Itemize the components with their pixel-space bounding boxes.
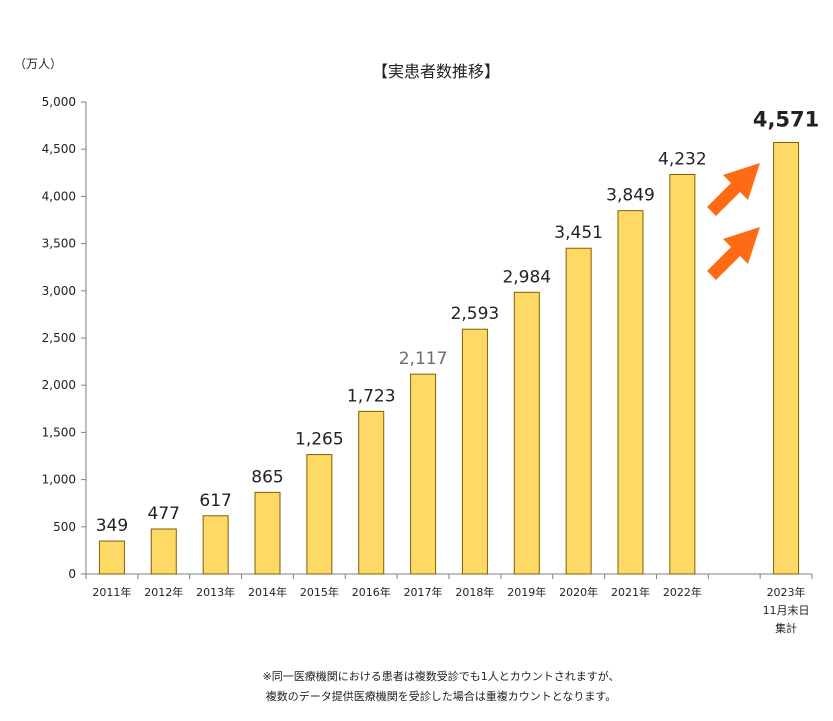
bar (773, 141, 800, 575)
data-label: 3,849 (606, 186, 655, 206)
x-tick-label: 2020年 (559, 585, 598, 599)
bar (202, 515, 229, 575)
bar (254, 491, 281, 575)
bar (461, 328, 488, 575)
y-tick-label: 2,000 (42, 378, 76, 392)
y-tick-label: 5,000 (42, 95, 76, 109)
x-tick-label: 集計 (775, 621, 797, 635)
y-tick-label: 1,500 (42, 425, 76, 439)
arrow-up-right-icon (707, 163, 760, 216)
bar (410, 373, 437, 575)
y-tick-label: 4,500 (42, 142, 76, 156)
x-tick-label: 2013年 (196, 585, 235, 599)
data-label: 349 (96, 516, 128, 536)
bar (98, 540, 125, 575)
data-label: 617 (199, 491, 231, 511)
x-tick-label: 2011年 (92, 585, 131, 599)
bar (513, 291, 540, 575)
x-tick-label: 2014年 (248, 585, 287, 599)
y-tick-label: 1,000 (42, 473, 76, 487)
x-tick-label: 2016年 (352, 585, 391, 599)
y-tick-label: 3,500 (42, 237, 76, 251)
y-tick-label: 2,500 (42, 331, 76, 345)
y-tick-label: 500 (53, 520, 76, 534)
x-tick-label: 2019年 (507, 585, 546, 599)
y-tick-label: 4,000 (42, 189, 76, 203)
footnote-line-2: 複数のデータ提供医療機関を受診した場合は重複カウントとなります。 (266, 689, 617, 703)
data-label: 477 (148, 504, 180, 524)
data-label: 1,265 (295, 430, 344, 450)
data-label: 2,117 (399, 349, 448, 369)
bar (669, 173, 696, 575)
data-label: 4,571 (753, 107, 819, 131)
bar (358, 410, 385, 575)
x-tick-label: 11月末日 (763, 603, 810, 617)
data-label: 1,723 (347, 386, 396, 406)
y-tick-label: 3,000 (42, 284, 76, 298)
y-unit-label: （万人） (14, 57, 62, 71)
growth-arrows (707, 163, 760, 280)
data-label: 2,593 (451, 304, 500, 324)
data-label: 2,984 (502, 267, 551, 287)
data-label: 4,232 (658, 149, 707, 169)
x-tick-label: 2012年 (144, 585, 183, 599)
bar (617, 210, 644, 575)
arrow-up-right-icon (707, 227, 760, 280)
x-tick-label: 2023年 (767, 585, 806, 599)
x-tick-label: 2022年 (663, 585, 702, 599)
data-label: 865 (251, 467, 283, 487)
x-tick-label: 2017年 (404, 585, 443, 599)
chart-title: 【実患者数推移】 (372, 62, 500, 81)
bars (98, 141, 800, 575)
bar (306, 454, 333, 575)
bar (150, 528, 177, 575)
footnote-line-1: ※同一医療機関における患者は複数受診でも1人とカウントされますが、 (263, 669, 620, 683)
bar (565, 247, 592, 575)
x-tick-label: 2015年 (300, 585, 339, 599)
y-tick-label: 0 (68, 567, 76, 581)
x-tick-label: 2018年 (455, 585, 494, 599)
x-tick-label: 2021年 (611, 585, 650, 599)
axes: 0 500 1,000 1,500 2,000 2,500 3,000 3,500 4,000 4… (42, 95, 813, 635)
data-label: 3,451 (554, 223, 603, 243)
